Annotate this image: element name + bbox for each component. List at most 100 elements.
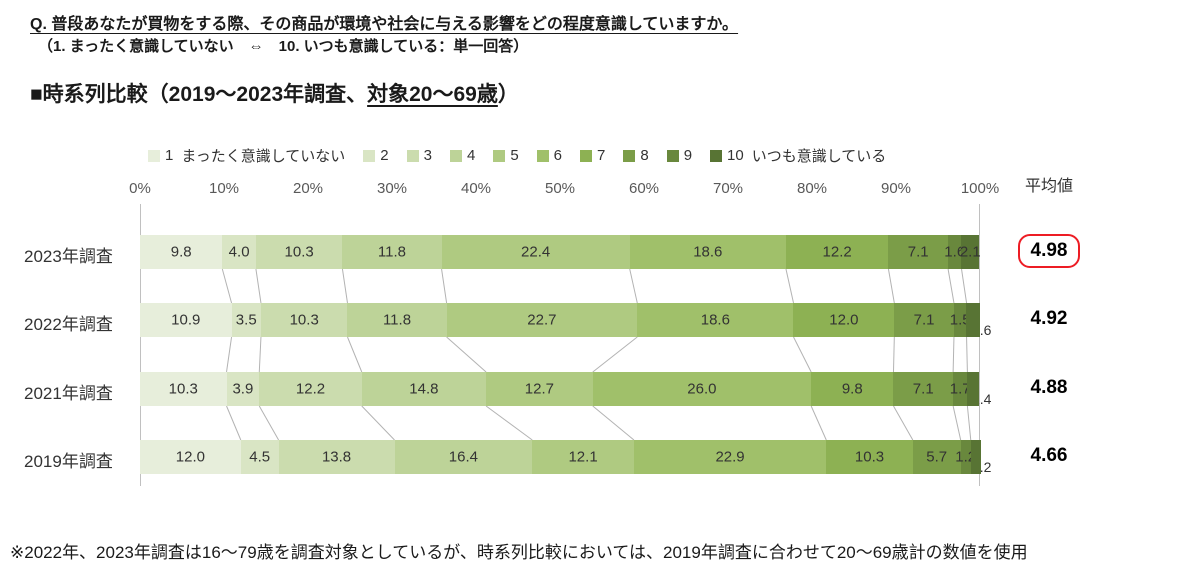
plot: 9.8 4.0 10.3 11.8 22.4 18.6 12.2 7.1 1.6 2.1 10.9 3…: [140, 200, 991, 488]
x-tick: 40%: [460, 180, 492, 197]
legend-number: 9: [683, 147, 693, 164]
legend-swatch: [536, 149, 549, 162]
section-title-suffix: ）: [497, 83, 519, 106]
row-labels: 2023年調査 2022年調査 2021年調査 2019年調査: [24, 200, 136, 488]
legend-swatch: [449, 149, 462, 162]
bar-segment-label: 10.9: [171, 311, 201, 329]
bar-segment: [966, 303, 980, 337]
bar-segment-label: 9.8: [170, 243, 192, 261]
bar-segment: [967, 372, 980, 406]
average-text: 4.92: [1030, 308, 1068, 329]
average-text: 4.88: [1030, 377, 1068, 398]
bar-segment: 4.0: [222, 235, 256, 269]
average-column-header: 平均値: [1024, 178, 1073, 195]
bar-segment: 10.3: [826, 440, 913, 474]
bar-segment-label: 12.1: [568, 448, 598, 466]
bar-segment: 16.4: [394, 440, 533, 474]
bar-segment: 1.2: [955, 440, 976, 474]
bar-row: 10.3 3.9 12.2 14.8 12.7 26.0 9.8 7.1 1.7 1.4: [140, 372, 991, 407]
legend-label: いつも意識している: [751, 148, 887, 165]
bar-segment: 7.1: [888, 235, 949, 269]
bar-segment-label: 9.8: [841, 380, 863, 398]
legend-swatch: [148, 149, 160, 162]
bar-segment: 12.0: [140, 440, 241, 474]
row-label: 2019年調査: [24, 452, 113, 471]
bar-segment-label: 22.9: [715, 448, 745, 466]
average-value: 4.88: [1012, 370, 1086, 406]
legend-number: 3: [423, 147, 432, 164]
bar-segment: 10.9: [140, 303, 232, 337]
bar-segment-label: 18.6: [700, 311, 730, 329]
bar-segment: 7.1: [894, 303, 954, 337]
bar-segment-label: 11.8: [377, 243, 407, 261]
legend-number: 6: [553, 147, 563, 164]
scale-note: （1. まったく意識していない ⇔ 10. いつも意識している：単一回答）: [38, 38, 529, 55]
bar-segment-label: 3.9: [232, 380, 254, 398]
bar-segment-label: 10.3: [284, 243, 314, 261]
legend-swatch: [363, 149, 376, 162]
bar-segment-label: 13.8: [321, 448, 352, 466]
bar-segment-label: 3.5: [235, 311, 257, 329]
legend-number: 1: [165, 147, 174, 164]
bar-segment-label: 1.6: [944, 243, 966, 261]
bar-segment-label: 16.4: [448, 448, 478, 466]
x-tick: 100%: [960, 180, 1000, 197]
bar-segment-label: 4.5: [249, 448, 271, 466]
bar-segment: 5.7: [912, 440, 961, 474]
legend-number: 8: [640, 147, 649, 164]
bar-segment-label: 12.2: [295, 380, 326, 398]
bar-segment: 9.8: [811, 372, 894, 406]
bar-segment-label: 12.0: [175, 448, 205, 466]
bar-segment: 10.3: [255, 235, 343, 269]
bar-segment: 9.8: [140, 235, 223, 269]
x-tick: 50%: [544, 180, 576, 197]
bar-segment: 12.1: [532, 440, 634, 474]
average-value: 4.92: [1012, 301, 1086, 337]
legend-label: まったく意識していない: [181, 148, 346, 165]
legend-swatch: [493, 149, 506, 162]
legend-number: 7: [597, 147, 606, 164]
legend-item: 2: [363, 147, 389, 164]
legend-item: 10 いつも意識している: [710, 145, 886, 166]
bar-segment-label: 18.6: [693, 243, 723, 261]
legend-item: 1 まったく意識していない: [148, 145, 345, 166]
row-label: 2022年調査: [24, 315, 113, 334]
legend-swatch: [580, 149, 593, 162]
survey-question: Q. 普段あなたが買物をする際、その商品が環境や社会に与える影響をどの程度意識し…: [30, 16, 739, 33]
averages: 4.98 4.92 4.88 4.66: [1012, 200, 1086, 488]
bar-segment: 3.5: [231, 303, 261, 337]
bar-segment-label: 14.8: [409, 380, 439, 398]
bar-segment-label: 1.7: [949, 380, 971, 398]
bar-segment-label: 1.5: [949, 311, 971, 329]
bar-segment-label: 12.2: [822, 243, 852, 261]
bar-row: 9.8 4.0 10.3 11.8 22.4 18.6 12.2 7.1 1.6 2.1: [140, 235, 981, 269]
x-tick: 30%: [376, 180, 408, 197]
bar-segment: 26.0: [592, 372, 812, 406]
bar-segment: 4.5: [240, 440, 279, 474]
row-label: 2021年調査: [24, 384, 113, 403]
x-tick: 70%: [712, 180, 744, 197]
bar-segment: 14.8: [361, 372, 487, 406]
bar-segment-label: 7.1: [907, 243, 929, 261]
legend-item: 7: [580, 147, 605, 164]
average-value: 4.66: [1012, 438, 1086, 474]
bar-segment: 10.3: [260, 303, 348, 337]
average-highlight-box: 4.98: [1017, 234, 1081, 268]
bar-segment: 11.8: [342, 235, 442, 269]
legend-item: 4: [449, 147, 475, 164]
legend-item: 6: [536, 147, 563, 164]
bar-segment-label: 2.1: [959, 243, 981, 261]
legend-number: 10: [727, 147, 744, 164]
bar-segment: 1.7: [950, 372, 971, 406]
bar-segment-label: 26.0: [687, 380, 717, 398]
bar-segment-label: 22.4: [521, 243, 551, 261]
bar-segment: [970, 440, 981, 474]
bar-segment-label: 10.3: [168, 380, 198, 398]
bar-segment-label: 5.7: [926, 448, 948, 466]
bar-segment-label: 22.7: [527, 311, 557, 329]
bar-segment: 12.2: [785, 235, 889, 269]
row-label: 2023年調査: [24, 247, 113, 266]
bar-segment-label: 12.7: [524, 380, 554, 398]
connector-lines: [140, 204, 980, 486]
